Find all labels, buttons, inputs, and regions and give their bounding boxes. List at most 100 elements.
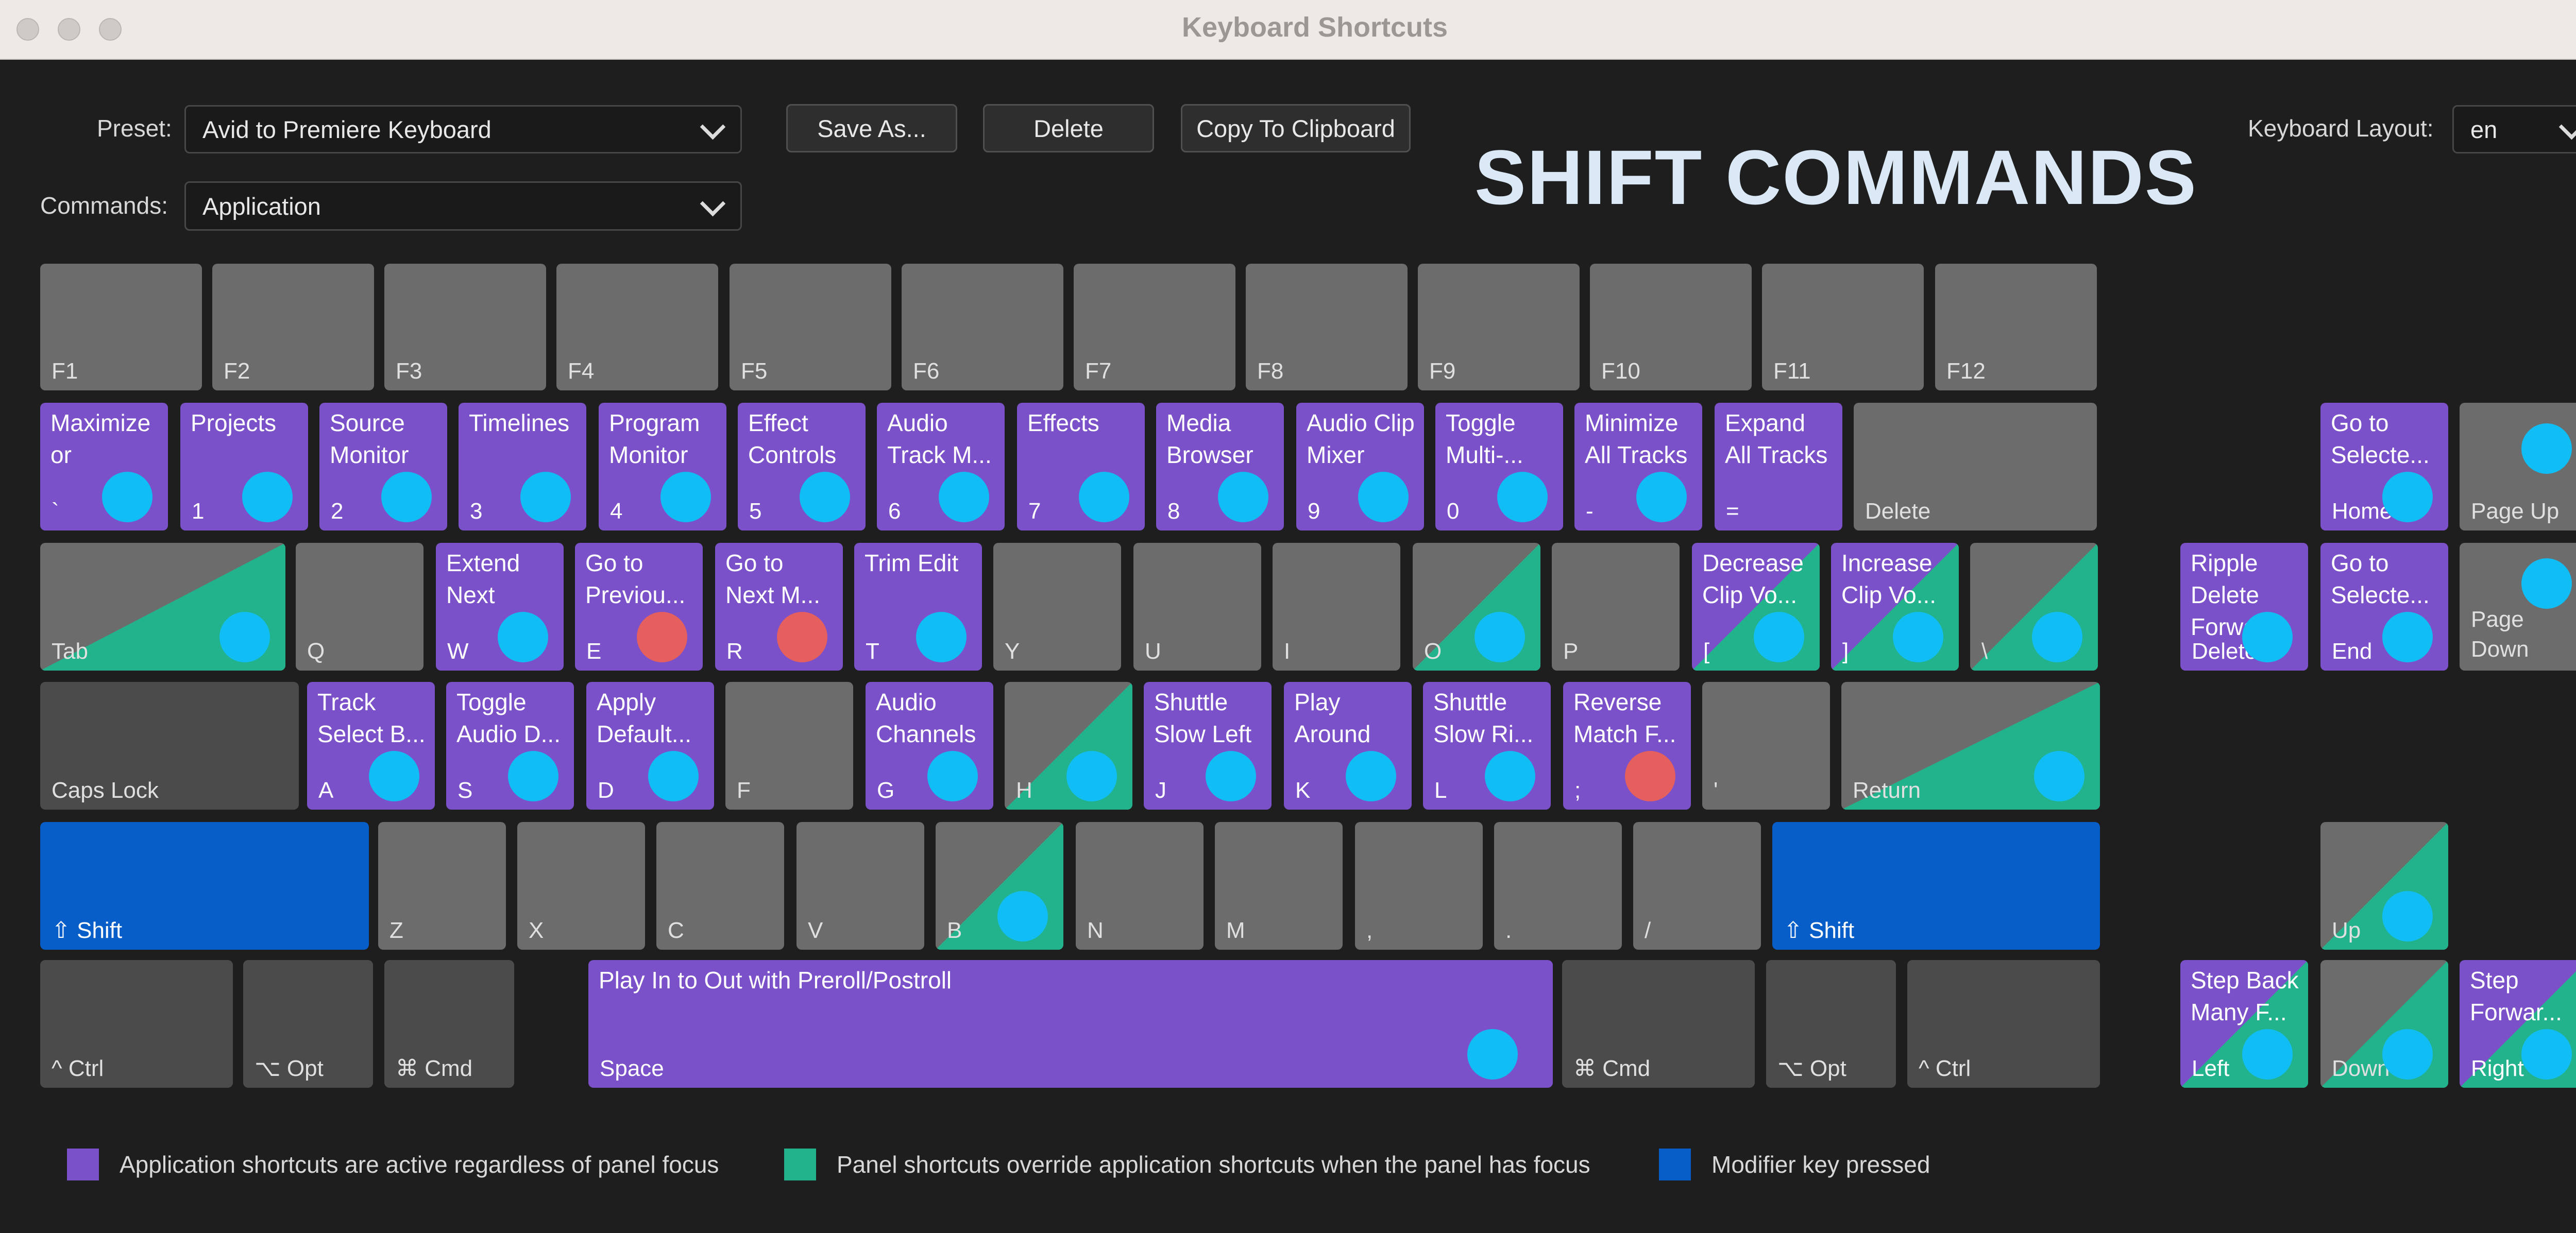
key-b[interactable]: B — [936, 822, 1063, 950]
key-label: P — [1563, 639, 1579, 664]
key-q[interactable]: Q — [296, 543, 423, 671]
key-equals[interactable]: Expand All Tracks = — [1715, 403, 1842, 530]
key-command-label: Toggle Multi-... — [1446, 409, 1523, 468]
key-f4[interactable]: F4 — [556, 264, 718, 390]
key-4[interactable]: Program Monitor 4 — [599, 403, 726, 530]
delete-preset-button[interactable]: Delete — [983, 104, 1154, 152]
key-k[interactable]: Play Around K — [1284, 682, 1412, 810]
key-return[interactable]: Return — [1841, 682, 2100, 810]
key-semicolon[interactable]: Reverse Match F...; — [1563, 682, 1691, 810]
key-y[interactable]: Y — [993, 543, 1121, 671]
commands-dropdown[interactable]: Application — [184, 181, 742, 231]
key-3[interactable]: Timelines 3 — [459, 403, 586, 530]
key-x[interactable]: X — [517, 822, 645, 950]
key-left[interactable]: Step Back Many F... Left — [2180, 960, 2308, 1088]
key-up[interactable]: Up — [2320, 822, 2448, 950]
key-r[interactable]: Go to Next M... R — [715, 543, 843, 671]
key-s[interactable]: Toggle Audio D... S — [446, 682, 574, 810]
assigned-indicator-dot — [369, 751, 419, 801]
key-backtick[interactable]: Maximize or ` — [40, 403, 168, 530]
key-6[interactable]: Audio Track M... 6 — [877, 403, 1005, 530]
key-0[interactable]: Toggle Multi-... 0 — [1435, 403, 1563, 530]
close-window-button[interactable] — [16, 18, 39, 41]
key-5[interactable]: Effect Controls 5 — [738, 403, 866, 530]
assigned-indicator-dot — [242, 472, 293, 522]
copy-to-clipboard-button[interactable]: Copy To Clipboard — [1181, 104, 1411, 152]
key-opt[interactable]: ⌥ Opt — [243, 960, 373, 1088]
key-quote[interactable]: ' — [1702, 682, 1830, 810]
preset-dropdown[interactable]: Avid to Premiere Keyboard — [184, 105, 742, 153]
key-command-label: Decrease Clip Vo... — [1702, 550, 1804, 608]
key-h[interactable]: H — [1005, 682, 1132, 810]
key-z[interactable]: Z — [378, 822, 506, 950]
key-command-label: Track Select B... — [317, 689, 426, 747]
key-opt[interactable]: ⌥ Opt — [1766, 960, 1896, 1088]
key-down[interactable]: Down — [2320, 960, 2448, 1088]
key-2[interactable]: Source Monitor 2 — [319, 403, 447, 530]
key-n[interactable]: N — [1076, 822, 1204, 950]
key-ctrl[interactable]: ^ Ctrl — [40, 960, 233, 1088]
key-f9[interactable]: F9 — [1418, 264, 1580, 390]
key-caps-lock[interactable]: Caps Lock — [40, 682, 299, 810]
key-backslash[interactable]: \ — [1970, 543, 2098, 671]
key-f1[interactable]: F1 — [40, 264, 202, 390]
key-1[interactable]: Projects 1 — [180, 403, 308, 530]
key-cmd[interactable]: ⌘ Cmd — [384, 960, 514, 1088]
key-7[interactable]: Effects 7 — [1017, 403, 1145, 530]
key-o[interactable]: O — [1413, 543, 1540, 671]
key-delete[interactable]: Ripple Delete Forward Delete — [2180, 543, 2308, 671]
key-e[interactable]: Go to Previou... E — [575, 543, 703, 671]
key-home[interactable]: Go to Selecte... Home — [2320, 403, 2448, 530]
key-d[interactable]: Apply Default... D — [586, 682, 714, 810]
key-shift[interactable]: ⇧ Shift — [40, 822, 369, 950]
key-f[interactable]: F — [725, 682, 853, 810]
key-label: Home — [2332, 499, 2393, 524]
key-slash[interactable]: / — [1633, 822, 1761, 950]
key-f2[interactable]: F2 — [212, 264, 374, 390]
save-as-button[interactable]: Save As... — [786, 104, 957, 152]
minimize-window-button[interactable] — [58, 18, 80, 41]
key-minus[interactable]: Minimize All Tracks - — [1574, 403, 1702, 530]
key-page-up[interactable]: Page Up — [2460, 403, 2576, 530]
key-space[interactable]: Play In to Out with Preroll/Postroll Spac… — [588, 960, 1553, 1088]
key-u[interactable]: U — [1133, 543, 1261, 671]
key-shift[interactable]: ⇧ Shift — [1772, 822, 2100, 950]
key-g[interactable]: Audio Channels G — [866, 682, 993, 810]
key-delete[interactable]: Delete — [1854, 403, 2097, 530]
key-right-bracket[interactable]: Increase Clip Vo...] — [1831, 543, 1959, 671]
key-w[interactable]: Extend Next W — [436, 543, 564, 671]
legend-text: Modifier key pressed — [1711, 1151, 1930, 1178]
key-label: ⇧ Shift — [1784, 918, 1855, 943]
key-9[interactable]: Audio Clip Mixer 9 — [1296, 403, 1424, 530]
key-page-down[interactable]: Page Down — [2460, 543, 2576, 671]
key-f5[interactable]: F5 — [730, 264, 891, 390]
key-f10[interactable]: F10 — [1590, 264, 1752, 390]
key-8[interactable]: Media Browser 8 — [1156, 403, 1284, 530]
key-a[interactable]: Track Select B... A — [307, 682, 435, 810]
key-f6[interactable]: F6 — [902, 264, 1063, 390]
key-j[interactable]: Shuttle Slow Left J — [1144, 682, 1272, 810]
key-f3[interactable]: F3 — [384, 264, 546, 390]
key-l[interactable]: Shuttle Slow Ri... L — [1423, 682, 1551, 810]
key-period[interactable]: . — [1494, 822, 1622, 950]
keyboard-layout-dropdown[interactable]: en — [2452, 105, 2576, 153]
key-t[interactable]: Trim Edit T — [854, 543, 982, 671]
key-f7[interactable]: F7 — [1074, 264, 1235, 390]
key-end[interactable]: Go to Selecte... End — [2320, 543, 2448, 671]
key-right[interactable]: Step Forwar... Right — [2460, 960, 2576, 1088]
key-f12[interactable]: F12 — [1935, 264, 2097, 390]
key-c[interactable]: C — [656, 822, 784, 950]
key-m[interactable]: M — [1215, 822, 1343, 950]
key-label: F12 — [1946, 358, 1986, 384]
key-f11[interactable]: F11 — [1762, 264, 1924, 390]
key-tab[interactable]: Tab — [40, 543, 285, 671]
key-i[interactable]: I — [1273, 543, 1400, 671]
key-ctrl[interactable]: ^ Ctrl — [1907, 960, 2100, 1088]
key-f8[interactable]: F8 — [1246, 264, 1408, 390]
zoom-window-button[interactable] — [99, 18, 122, 41]
key-comma[interactable]: , — [1355, 822, 1483, 950]
key-cmd[interactable]: ⌘ Cmd — [1562, 960, 1755, 1088]
key-p[interactable]: P — [1552, 543, 1680, 671]
key-left-bracket[interactable]: Decrease Clip Vo... [ — [1692, 543, 1820, 671]
key-v[interactable]: V — [796, 822, 924, 950]
